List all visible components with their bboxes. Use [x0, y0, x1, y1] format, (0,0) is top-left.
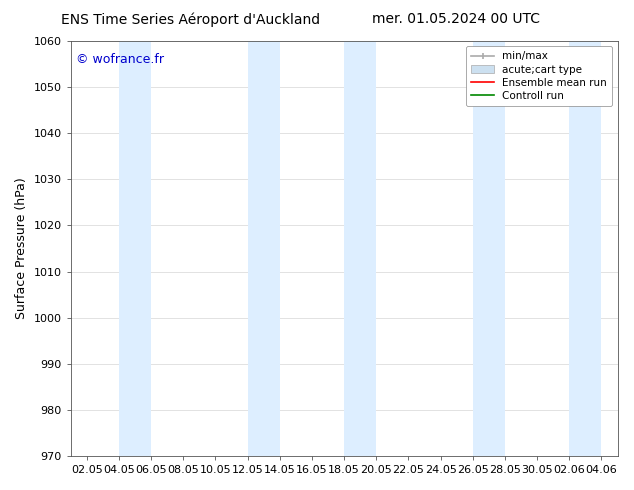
Bar — [248, 41, 280, 456]
Bar — [344, 41, 377, 456]
Bar — [473, 41, 505, 456]
Text: mer. 01.05.2024 00 UTC: mer. 01.05.2024 00 UTC — [373, 12, 540, 26]
Bar — [119, 41, 151, 456]
Bar — [569, 41, 602, 456]
Legend: min/max, acute;cart type, Ensemble mean run, Controll run: min/max, acute;cart type, Ensemble mean … — [466, 46, 612, 106]
Text: ENS Time Series Aéroport d'Auckland: ENS Time Series Aéroport d'Auckland — [61, 12, 320, 27]
Text: © wofrance.fr: © wofrance.fr — [76, 53, 164, 67]
Y-axis label: Surface Pressure (hPa): Surface Pressure (hPa) — [15, 178, 28, 319]
